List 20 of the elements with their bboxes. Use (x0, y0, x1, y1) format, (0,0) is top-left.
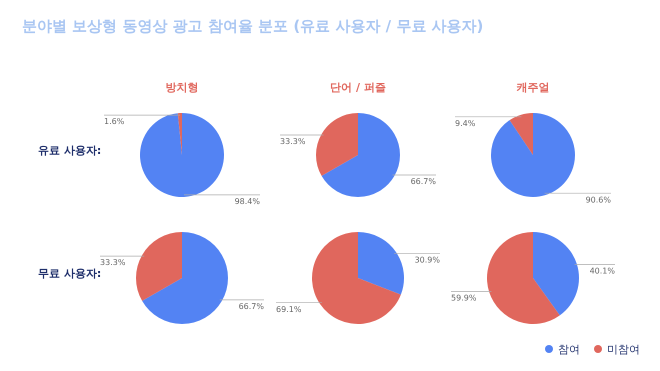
data-label: 9.4% (455, 118, 476, 128)
data-label: 66.7% (410, 177, 436, 186)
legend-label: 미참여 (606, 342, 640, 357)
text: 무료 사용자: (38, 266, 102, 281)
data-label: 90.6% (586, 195, 612, 204)
chart-title: 방치형 (164, 80, 200, 95)
data-label: 33.3% (280, 137, 306, 146)
data-label: 30.9% (414, 255, 440, 264)
data-label: 59.9% (451, 293, 477, 302)
chart-title: 단어 / 퍼즐 (329, 80, 387, 95)
text: 분야별 보상형 동영상 광고 참여율 분포 (유료 사용자 / 무료 사용자) (22, 17, 484, 36)
data-label: 69.1% (276, 304, 302, 314)
data-label: 66.7% (238, 302, 264, 311)
text: 유료 사용자: (38, 143, 102, 158)
data-label: 98.4% (234, 196, 260, 206)
data-label: 40.1% (590, 266, 616, 276)
legend-label: 참여 (557, 342, 580, 357)
data-label: 33.3% (100, 258, 126, 268)
chart-title: 캐주얼 (516, 80, 550, 95)
data-label: 1.6% (104, 117, 125, 126)
